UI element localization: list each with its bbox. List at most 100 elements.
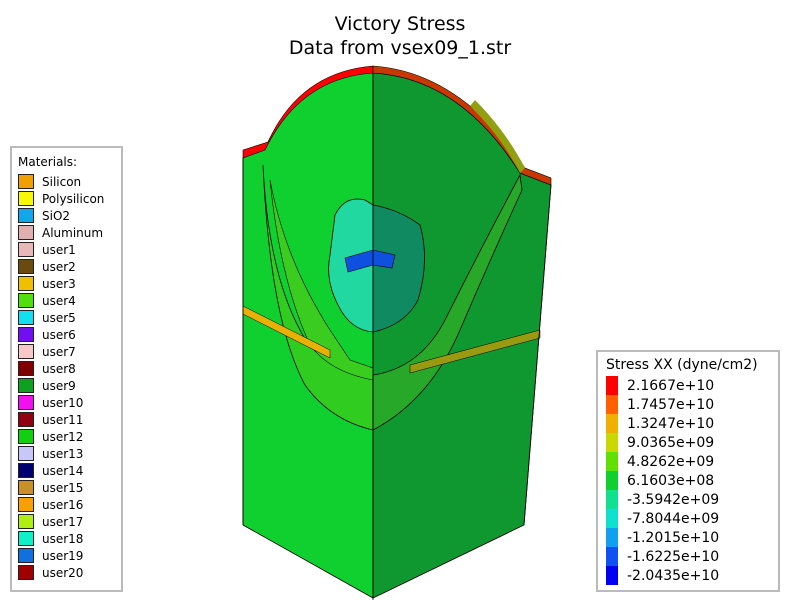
material-label: user3 xyxy=(42,276,76,291)
materials-legend: Materials: Silicon Polysilicon SiO2 Aluminu… xyxy=(10,146,123,592)
stress-level-item: -2.0435e+10 xyxy=(606,566,778,585)
material-swatch xyxy=(18,276,34,291)
material-label: user18 xyxy=(42,531,84,546)
chart-subtitle: Data from vsex09_1.str xyxy=(288,37,512,59)
material-label: user7 xyxy=(42,344,76,359)
material-swatch xyxy=(18,174,34,189)
stress-level-item: 6.1603e+08 xyxy=(606,471,778,490)
stress-colorbar-legend: Stress XX (dyne/cm2) 2.1667e+10 1.7457e+1… xyxy=(596,350,780,592)
material-label: user12 xyxy=(42,429,84,444)
material-swatch xyxy=(18,293,34,308)
stress-color-swatch xyxy=(606,452,618,471)
low-stress-blob-right xyxy=(372,204,425,333)
material-label: Aluminum xyxy=(42,225,104,240)
stress-level-item: 1.3247e+10 xyxy=(606,414,778,433)
material-swatch xyxy=(18,565,34,580)
stress-color-swatch xyxy=(606,547,618,566)
material-label: user8 xyxy=(42,361,76,376)
material-item: user17 xyxy=(18,513,121,530)
material-item: user7 xyxy=(18,343,121,360)
material-swatch xyxy=(18,514,34,529)
band-right xyxy=(409,329,541,374)
material-item: user4 xyxy=(18,292,121,309)
stress-level-label: -1.2015e+10 xyxy=(627,529,720,546)
material-swatch xyxy=(18,429,34,444)
material-label: Silicon xyxy=(42,174,82,189)
material-swatch xyxy=(18,208,34,223)
material-label: user1 xyxy=(42,242,76,257)
cavity-left-inner xyxy=(269,179,374,381)
top-stripe-right xyxy=(372,65,552,186)
material-item: user10 xyxy=(18,394,121,411)
material-swatch xyxy=(18,463,34,478)
stress-level-label: -2.0435e+10 xyxy=(627,567,720,584)
material-swatch xyxy=(18,531,34,546)
material-swatch xyxy=(18,412,34,427)
material-item: user11 xyxy=(18,411,121,428)
material-swatch xyxy=(18,225,34,240)
stress-level-label: 1.3247e+10 xyxy=(627,415,715,432)
material-swatch xyxy=(18,191,34,206)
material-label: user5 xyxy=(42,310,76,325)
stress-color-swatch xyxy=(606,566,618,585)
material-item: Aluminum xyxy=(18,224,121,241)
stress-color-swatch xyxy=(606,433,618,452)
stress-levels: 2.1667e+10 1.7457e+10 1.3247e+10 9.0365e+09… xyxy=(606,376,778,585)
material-label: user6 xyxy=(42,327,76,342)
material-item: user2 xyxy=(18,258,121,275)
material-swatch xyxy=(18,361,34,376)
material-label: user16 xyxy=(42,497,84,512)
material-swatch xyxy=(18,378,34,393)
material-label: Polysilicon xyxy=(42,191,105,206)
stress-level-label: -1.6225e+10 xyxy=(627,548,720,565)
stress-level-item: -1.2015e+10 xyxy=(606,528,778,547)
material-item: user1 xyxy=(18,241,121,258)
material-label: user17 xyxy=(42,514,84,529)
material-label: user13 xyxy=(42,446,84,461)
stress-level-item: 2.1667e+10 xyxy=(606,376,778,395)
material-label: user10 xyxy=(42,395,84,410)
materials-legend-title: Materials: xyxy=(18,155,78,169)
material-item: user8 xyxy=(18,360,121,377)
material-label: user9 xyxy=(42,378,76,393)
material-item: user9 xyxy=(18,377,121,394)
stress-level-item: -1.6225e+10 xyxy=(606,547,778,566)
material-item: user12 xyxy=(18,428,121,445)
material-swatch xyxy=(18,259,34,274)
material-item: user13 xyxy=(18,445,121,462)
stress-level-item: 9.0365e+09 xyxy=(606,433,778,452)
stress-level-label: 2.1667e+10 xyxy=(627,377,715,394)
material-swatch xyxy=(18,480,34,495)
right-edge xyxy=(523,184,552,526)
stress-color-swatch xyxy=(606,490,618,509)
material-label: user2 xyxy=(42,259,76,274)
material-item: user3 xyxy=(18,275,121,292)
material-item: user5 xyxy=(18,309,121,326)
stress-level-label: 1.7457e+10 xyxy=(627,396,715,413)
material-swatch xyxy=(18,548,34,563)
material-swatch xyxy=(18,446,34,461)
material-label: user19 xyxy=(42,548,84,563)
material-swatch xyxy=(18,242,34,257)
stress-level-label: -3.5942e+09 xyxy=(627,491,720,508)
material-item: user19 xyxy=(18,547,121,564)
material-swatch xyxy=(18,497,34,512)
material-swatch xyxy=(18,344,34,359)
material-label: SiO2 xyxy=(42,208,71,223)
material-label: user11 xyxy=(42,412,84,427)
stress-color-swatch xyxy=(606,376,618,395)
materials-list: Silicon Polysilicon SiO2 Aluminum user1 user2… xyxy=(18,173,121,581)
chart-title: Victory Stress xyxy=(334,13,466,35)
stress-level-item: -3.5942e+09 xyxy=(606,490,778,509)
material-item: user18 xyxy=(18,530,121,547)
material-item: Silicon xyxy=(18,173,121,190)
material-item: user15 xyxy=(18,479,121,496)
material-item: user14 xyxy=(18,462,121,479)
material-label: user4 xyxy=(42,293,76,308)
stress-legend-title: Stress XX (dyne/cm2) xyxy=(606,357,758,373)
top-stripe-right-tail xyxy=(470,100,525,173)
stress-level-label: -7.8044e+09 xyxy=(627,510,720,527)
stress-color-swatch xyxy=(606,509,618,528)
material-label: user20 xyxy=(42,565,84,580)
